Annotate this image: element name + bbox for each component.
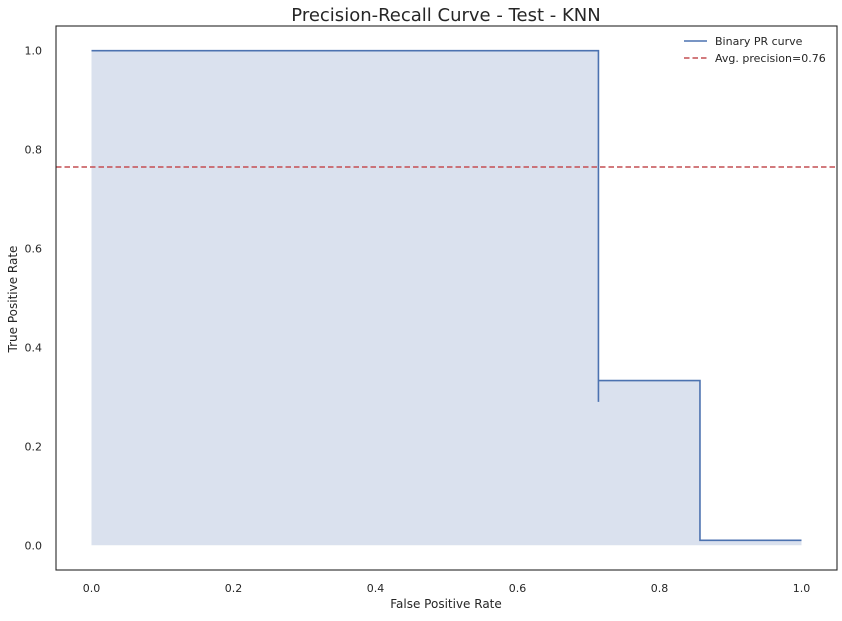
y-tick-label: 0.4 (25, 341, 43, 354)
legend-label-avg-precision: Avg. precision=0.76 (715, 52, 826, 65)
x-tick-label: 0.2 (225, 582, 243, 595)
x-axis-label: False Positive Rate (390, 597, 502, 611)
x-tick-label: 0.8 (651, 582, 669, 595)
y-axis-ticks: 0.0 0.2 0.4 0.6 0.8 1.0 (25, 45, 43, 553)
y-tick-label: 0.6 (25, 243, 43, 256)
x-tick-label: 0.4 (367, 582, 385, 595)
y-tick-label: 0.2 (25, 440, 43, 453)
legend: Binary PR curve Avg. precision=0.76 (684, 35, 826, 65)
x-axis-ticks: 0.0 0.2 0.4 0.6 0.8 1.0 (83, 582, 811, 595)
plot-area (56, 49, 837, 546)
x-tick-label: 0.6 (509, 582, 527, 595)
pr-curve-line (91, 49, 802, 542)
y-tick-label: 1.0 (25, 45, 43, 58)
x-tick-label: 1.0 (793, 582, 811, 595)
chart-title: Precision-Recall Curve - Test - KNN (291, 5, 600, 26)
pr-curve-fill (91, 50, 802, 546)
y-axis-label: True Positive Rate (6, 246, 20, 354)
legend-label-pr-curve: Binary PR curve (715, 35, 803, 48)
plot-frame (55, 25, 838, 571)
y-tick-label: 0.8 (25, 144, 43, 157)
y-tick-label: 0.0 (25, 539, 43, 552)
x-tick-label: 0.0 (83, 582, 101, 595)
